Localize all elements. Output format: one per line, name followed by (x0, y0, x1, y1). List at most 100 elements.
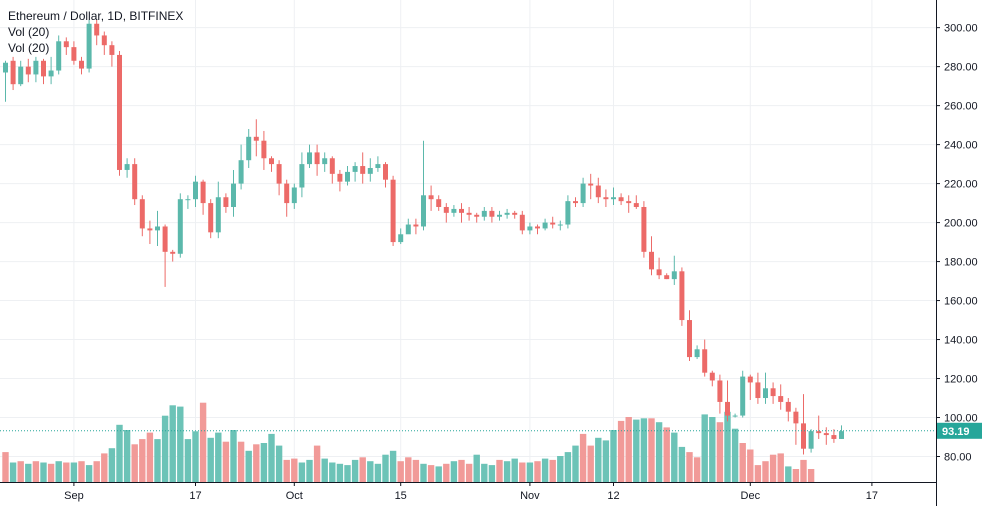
candle (238, 144, 244, 190)
candle (747, 374, 753, 400)
volume-bar (693, 457, 701, 482)
candle-body (200, 181, 206, 204)
volume-bar (777, 453, 784, 482)
candle (147, 220, 153, 245)
candle-body (603, 197, 609, 200)
y-tick-label: 120.00 (944, 374, 978, 386)
candle (390, 175, 396, 246)
candle-body (223, 197, 229, 207)
candle-body (193, 181, 198, 200)
candle (132, 158, 138, 206)
candle (763, 372, 768, 404)
x-tick-label: Oct (286, 490, 303, 502)
candle-body (63, 41, 69, 48)
candle (778, 384, 784, 410)
candle-body (269, 158, 274, 165)
volume-bar (93, 461, 100, 482)
volume-bar (55, 461, 62, 482)
candle (284, 179, 290, 217)
candle-body (664, 275, 670, 280)
candle (10, 56, 16, 91)
chart-legend: Ethereum / Dollar, 1D, BITFINEX Vol (20)… (8, 8, 183, 56)
volume-bar (245, 450, 252, 482)
volume-bar (625, 417, 632, 482)
volume-indicator-label[interactable]: Vol (20) (8, 25, 50, 39)
y-tick-label: 200.00 (944, 218, 978, 230)
volume-bar (177, 406, 184, 482)
volume-bar (367, 461, 374, 482)
x-tick-label: 17 (189, 490, 201, 502)
volume-bar (503, 461, 511, 482)
x-axis-ticks: Sep 17 Oct 15 Nov 12 Dec 17 (64, 482, 878, 502)
volume-bar (146, 432, 154, 482)
candle (702, 339, 708, 377)
candle (428, 185, 434, 211)
candle-body (573, 201, 578, 204)
volume-indicator-label-2[interactable]: Vol (20) (8, 41, 50, 55)
volume-bar (215, 432, 222, 482)
candle (291, 183, 297, 209)
candle (755, 372, 761, 404)
candle (109, 41, 115, 67)
candle (474, 212, 480, 223)
candle (421, 140, 426, 231)
volume-bar (572, 445, 579, 482)
candle (573, 197, 578, 207)
x-tick-label: Dec (741, 490, 761, 502)
volume-bar (101, 453, 108, 482)
volume-bar (412, 459, 420, 482)
candle-body (177, 199, 183, 254)
volume-bar (595, 437, 602, 482)
candle-body (345, 171, 350, 182)
candle (41, 58, 46, 85)
candle-body (580, 183, 586, 204)
candle-body (702, 349, 708, 373)
candle (481, 206, 487, 221)
candle-body (3, 62, 8, 73)
candle-body (542, 222, 548, 229)
volume-bar (511, 458, 518, 482)
candle (261, 130, 267, 170)
candle (177, 193, 183, 258)
candle-body (466, 212, 472, 215)
volume-bar (557, 456, 564, 482)
volume-bar (579, 433, 587, 482)
candle-body (383, 164, 388, 180)
volume-bar (792, 469, 800, 482)
candle (117, 51, 122, 176)
volume-bar (253, 444, 260, 482)
candle (527, 222, 533, 235)
candle-body (641, 206, 647, 252)
candle-body (497, 214, 502, 217)
candle (299, 152, 305, 198)
axes[interactable] (0, 0, 937, 506)
candle (3, 60, 8, 102)
volume-bar (2, 452, 9, 482)
candle-body (231, 183, 236, 207)
volume-bar (382, 454, 389, 482)
candle-body (261, 140, 267, 159)
candle-body (314, 152, 320, 165)
candle-body (253, 136, 259, 141)
candle-body (86, 23, 92, 69)
volume-bar (602, 440, 610, 482)
candle-body (117, 54, 122, 170)
volume-bar (359, 457, 366, 482)
candle (649, 236, 654, 276)
volume-bar (633, 419, 640, 482)
candle (801, 394, 806, 455)
volume-bar (564, 452, 572, 482)
candle (626, 195, 632, 213)
candle (595, 177, 601, 204)
candle-body (405, 224, 411, 235)
candle (200, 179, 206, 215)
candle (679, 267, 685, 326)
candle-body (109, 45, 115, 55)
volume-bar (405, 457, 412, 482)
candle-body (611, 197, 616, 200)
candle-body (367, 168, 373, 174)
candle (611, 187, 616, 206)
volume-bar (131, 444, 138, 482)
x-tick-label: 15 (395, 490, 407, 502)
